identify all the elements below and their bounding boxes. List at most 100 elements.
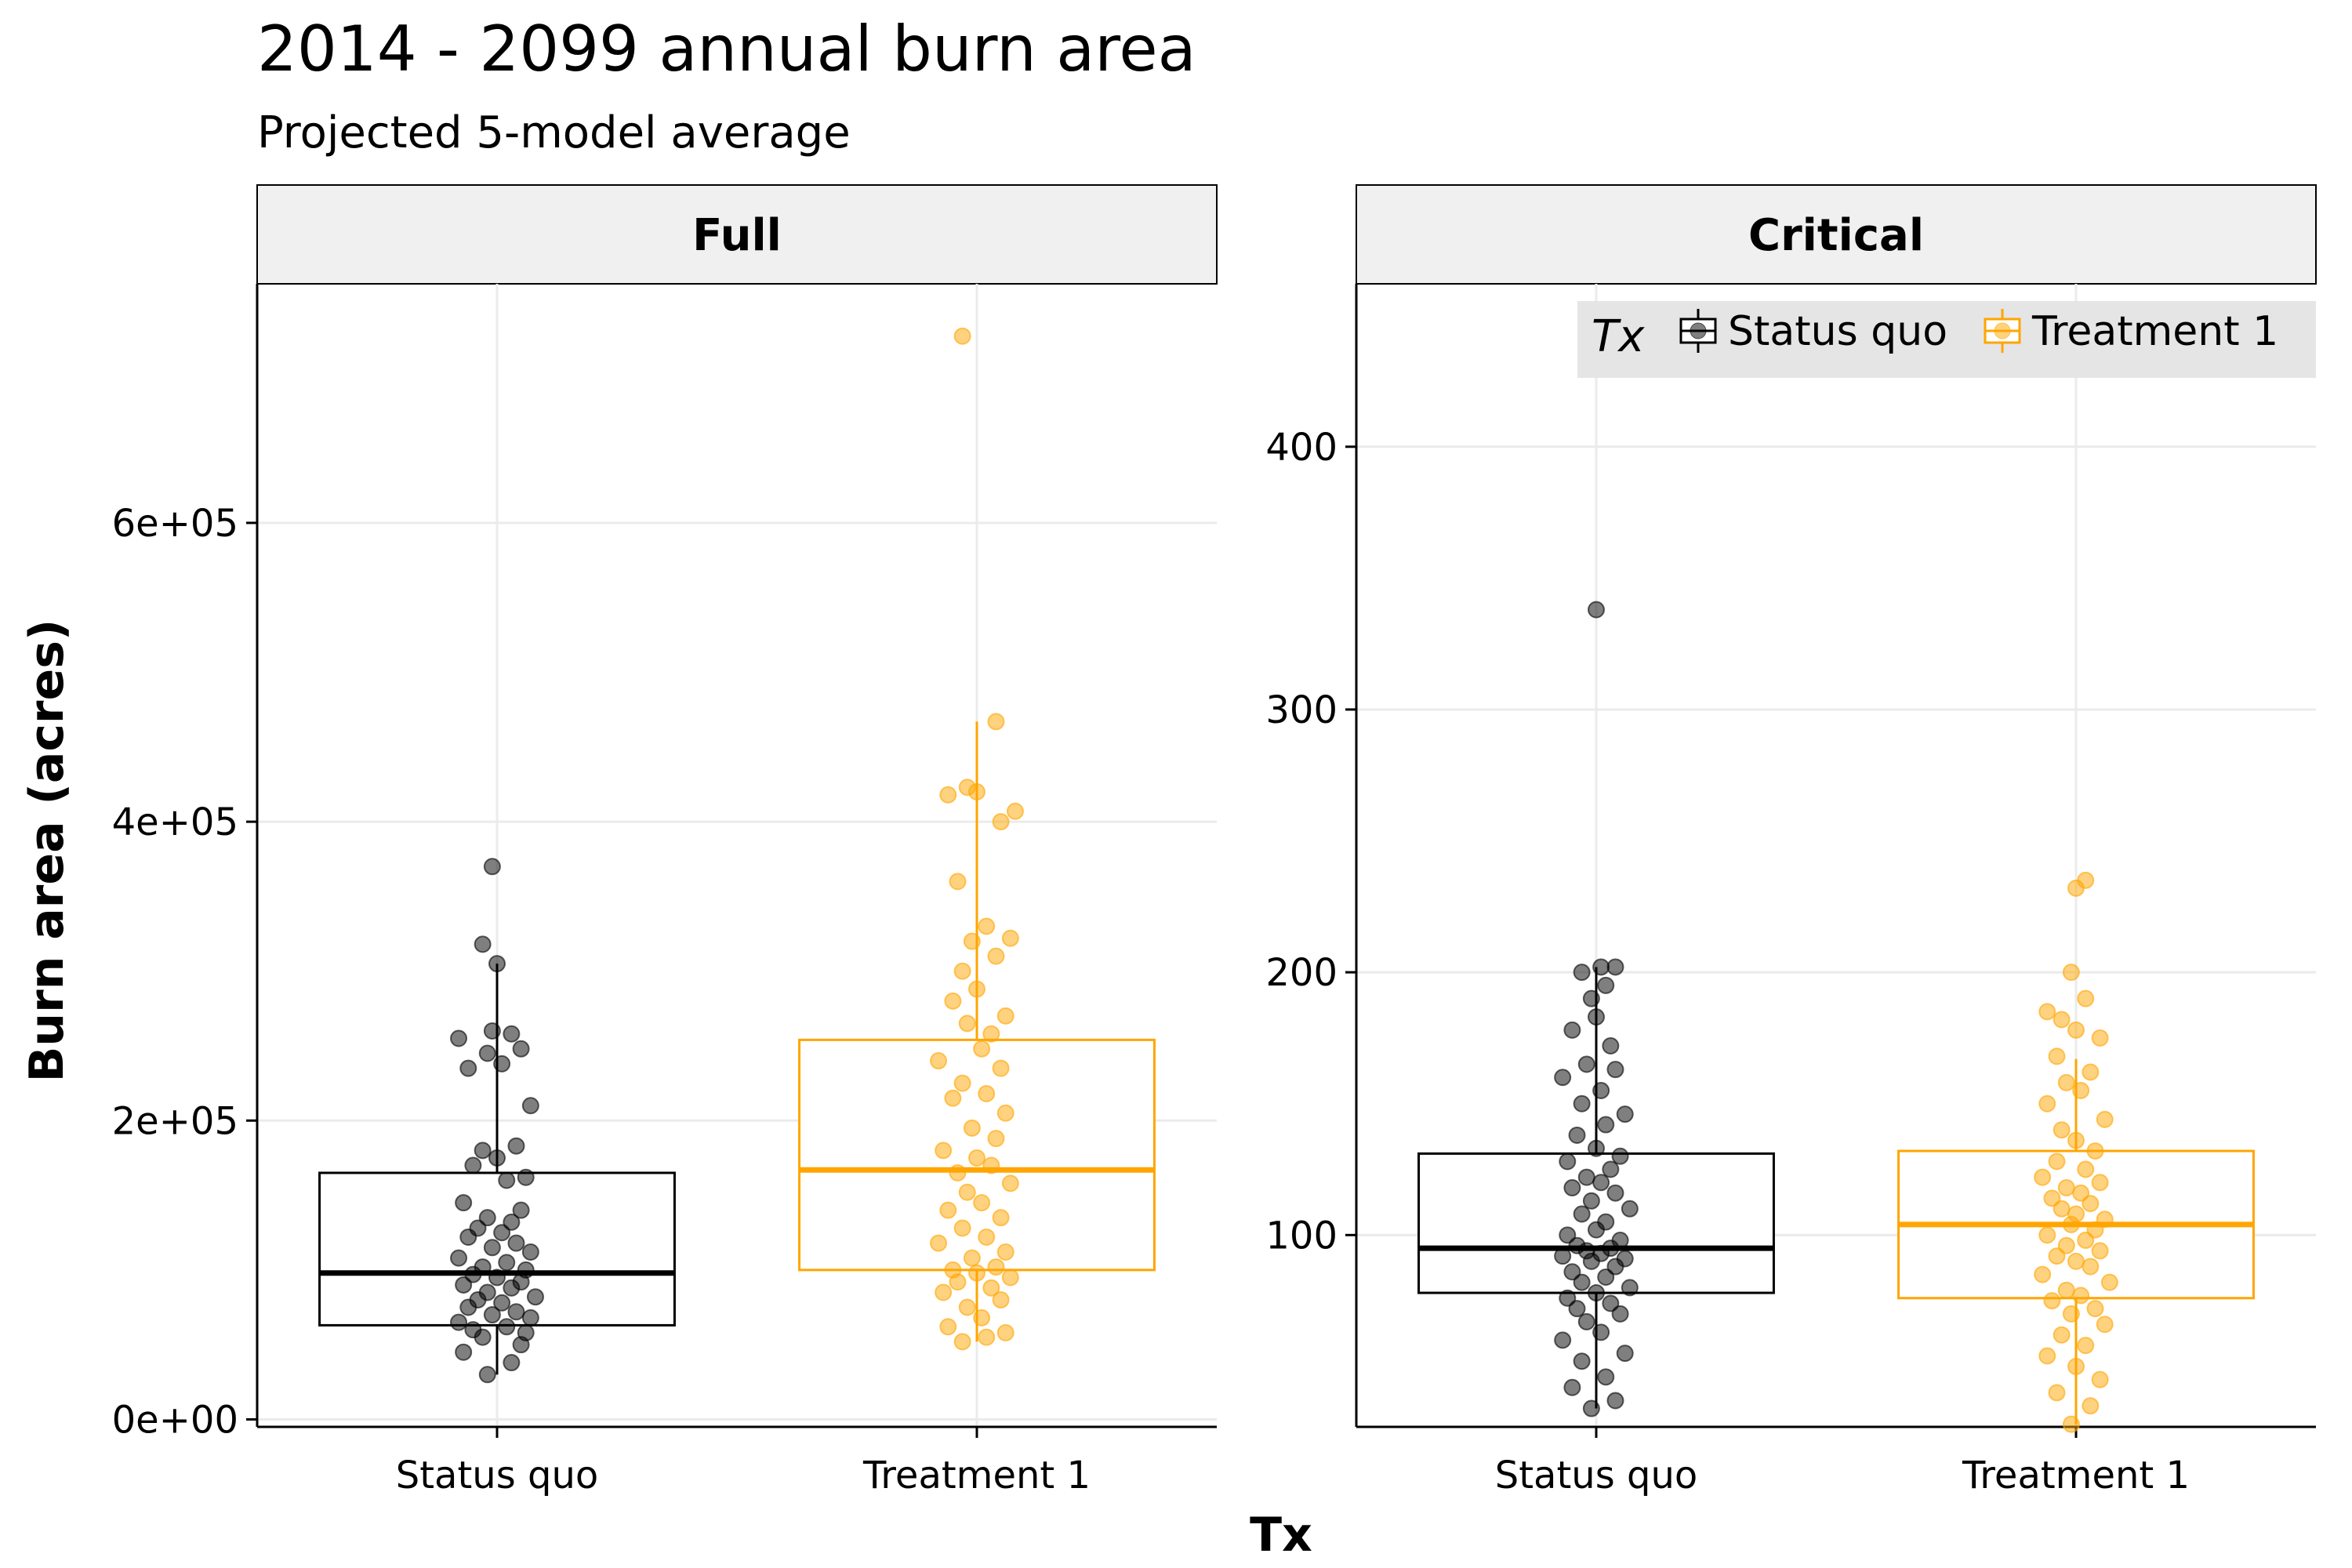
jitter-point: [2034, 1265, 2052, 1283]
x-tick-label: Treatment 1: [862, 1454, 1091, 1497]
jitter-point: [1559, 1152, 1577, 1171]
jitter-point: [2053, 1011, 2071, 1029]
jitter-point: [1592, 1174, 1610, 1192]
jitter-point: [1588, 1284, 1605, 1302]
facet-strip: [1356, 184, 2317, 285]
jitter-point: [935, 1283, 953, 1301]
jitter-point: [1001, 929, 1019, 947]
jitter-point: [2043, 1292, 2061, 1310]
jitter-point: [493, 1224, 511, 1242]
y-tick-label: 400: [1265, 426, 1338, 470]
jitter-point: [939, 1201, 957, 1219]
jitter-point: [2062, 1305, 2080, 1323]
jitter-point: [1597, 1116, 1615, 1134]
jitter-point: [507, 1234, 525, 1252]
jitter-point: [507, 1303, 525, 1321]
jitter-point: [503, 1025, 521, 1043]
jitter-point: [2077, 871, 2095, 889]
jitter-point: [963, 932, 981, 950]
jitter-point: [1602, 1160, 1620, 1178]
jitter-point: [996, 1007, 1014, 1025]
jitter-point: [978, 1084, 996, 1102]
jitter-point: [459, 1059, 477, 1077]
jitter-point: [2091, 1370, 2109, 1388]
jitter-point: [2062, 964, 2080, 982]
jitter-point: [488, 1269, 506, 1287]
jitter-point: [2100, 1273, 2118, 1291]
jitter-point: [493, 1054, 511, 1073]
jitter-point: [1573, 964, 1591, 982]
jitter-point: [992, 813, 1010, 831]
jitter-point: [953, 1219, 971, 1237]
jitter-point: [958, 779, 976, 797]
jitter-point: [450, 1029, 468, 1047]
jitter-point: [517, 1323, 535, 1341]
jitter-point: [474, 1258, 492, 1276]
jitter-point: [953, 1333, 971, 1351]
jitter-point: [992, 1059, 1010, 1077]
jitter-point: [968, 1264, 985, 1282]
jitter-point: [1611, 1147, 1629, 1165]
jitter-point: [2048, 1247, 2066, 1265]
jitter-point: [2038, 1003, 2056, 1021]
jitter-point: [2057, 1073, 2075, 1091]
jitter-point: [1582, 1399, 1600, 1417]
box-treatment-1: [1897, 871, 2255, 1433]
x-tick-label: Status quo: [396, 1454, 598, 1497]
jitter-point: [978, 1228, 996, 1246]
jitter-point: [521, 1097, 539, 1115]
facet-strip-label: Critical: [1748, 210, 1924, 261]
jitter-point: [2077, 1337, 2095, 1355]
legend: Tx Status quo Treatment 1: [1577, 301, 2316, 378]
jitter-point: [1577, 1312, 1595, 1330]
jitter-point: [1554, 1069, 1572, 1087]
jitter-point: [2034, 1168, 2052, 1186]
jitter-point: [992, 1209, 1010, 1227]
jitter-point: [944, 1089, 962, 1107]
jitter-point: [512, 1201, 530, 1219]
jitter-point: [483, 1306, 501, 1324]
legend-label: Treatment 1: [2031, 308, 2278, 355]
jitter-point: [1588, 1008, 1605, 1026]
jitter-point: [498, 1171, 516, 1189]
jitter-point: [2091, 1174, 2109, 1192]
panel-critical: Critical 100 200 300 400 Status quo Treatment …: [1265, 184, 2317, 1497]
jitter-point: [498, 1254, 516, 1272]
jitter-point: [1616, 1250, 1634, 1268]
x-axis-title: Tx: [1250, 1508, 1312, 1563]
jitter-point: [478, 1209, 496, 1227]
jitter-point: [455, 1276, 473, 1294]
jitter-point: [930, 1052, 948, 1070]
y-tick-label: 6e+05: [112, 502, 238, 546]
jitter-point: [2091, 1242, 2109, 1260]
jitter-point: [944, 992, 962, 1010]
jitter-point: [1588, 601, 1605, 619]
legend-title: Tx: [1592, 311, 1645, 362]
facet-panels: Full 0e+00 2e+05 4e+05 6e+05 Status quo Treatm…: [112, 184, 2317, 1497]
jitter-point: [517, 1261, 535, 1279]
jitter-point: [958, 1183, 976, 1201]
jitter-point: [1592, 958, 1610, 976]
x-tick-label: Treatment 1: [1962, 1454, 2190, 1497]
jitter-point: [939, 786, 957, 804]
jitter-point: [2082, 1063, 2100, 1081]
jitter-point: [1573, 1273, 1591, 1291]
legend-key-point: [1690, 322, 1707, 339]
jitter-point: [996, 1243, 1014, 1261]
jitter-point: [1006, 802, 1024, 820]
jitter-point: [992, 1291, 1010, 1308]
chart-title: 2014 - 2099 annual burn area: [257, 13, 1196, 85]
jitter-point: [1563, 1378, 1581, 1396]
jitter-point: [2086, 1300, 2104, 1318]
jitter-point: [2057, 1178, 2075, 1196]
jitter-point: [455, 1343, 473, 1361]
jitter-point: [1001, 1269, 1019, 1287]
jitter-point: [1582, 1192, 1600, 1210]
jitter-point: [982, 1279, 1000, 1297]
jitter-point: [503, 1354, 521, 1372]
legend-label: Status quo: [1728, 308, 1947, 355]
jitter-point: [982, 1156, 1000, 1174]
jitter-point: [1559, 1226, 1577, 1244]
jitter-point: [2067, 1021, 2085, 1039]
